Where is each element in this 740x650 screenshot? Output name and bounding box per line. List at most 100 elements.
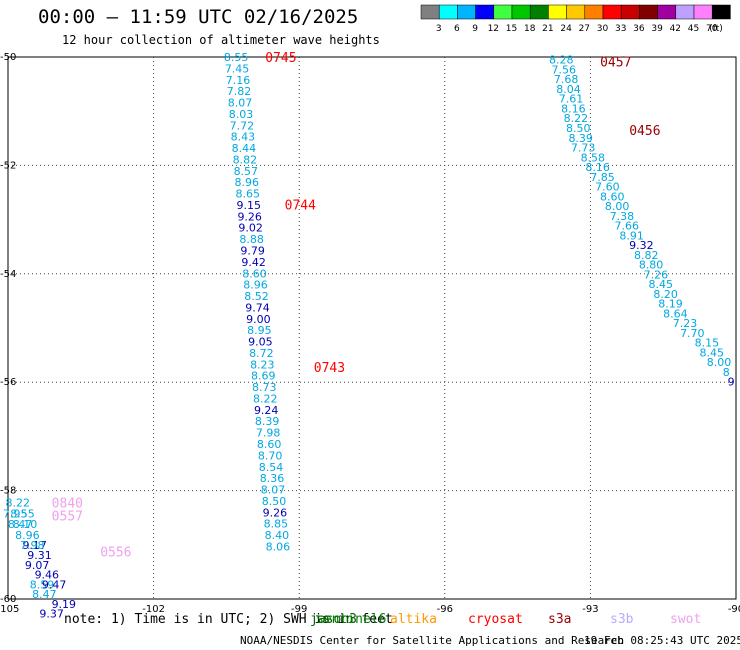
legend-tick-label: 33 (615, 24, 626, 34)
satellite-legend: jason3 sentinel6 altika cryosat s3a s3b … (0, 612, 740, 630)
wave-height-value: 9.24 (254, 404, 279, 417)
legend-tick-label: 27 (579, 24, 590, 34)
wave-height-value: 8.85 (264, 518, 289, 531)
wave-height-value: 7.98 (20, 539, 45, 552)
wave-height-value: 9.31 (27, 549, 52, 562)
color-legend: 3 6 9 12 15 18 21 24 27 30 33 36 39 42 45 70(ft) (420, 4, 731, 34)
wave-height-value: 8.00 (605, 200, 630, 213)
wave-height-value: 8.36 (260, 472, 285, 485)
wave-height-value: 8.22 (564, 112, 589, 125)
legend-tick-label: 12 (488, 24, 499, 34)
wave-height-value: 9.26 (237, 210, 262, 223)
legend-tick-label: 9 (472, 24, 478, 34)
wave-height-value: 7.82 (227, 85, 252, 98)
wave-height-value: 8.22 (5, 497, 30, 510)
wave-height-value: 8.04 (556, 83, 581, 96)
wave-height-value: 9.42 (241, 256, 266, 269)
pass-time-label: 0743 (314, 361, 345, 376)
wave-height-value: 8.19 (658, 298, 683, 311)
wave-height-value: 8.06 (266, 540, 291, 553)
wave-height-value: 9.15 (236, 199, 261, 212)
pass-time-label: 0556 (100, 545, 131, 560)
wave-height-value: 7.60 (595, 181, 620, 194)
wave-height-value: 9 (728, 376, 735, 389)
wave-height-value: 8.64 (663, 307, 688, 320)
legend-tick-label: 15 (506, 24, 517, 34)
wave-height-value: 8.03 (229, 108, 254, 121)
legend-tick-label: 45 (688, 24, 699, 34)
wave-height-value: 8.47 (32, 588, 57, 601)
wave-height-value: 8.07 (228, 97, 253, 110)
footnote: note: 1) Time is in UTC; 2) SWH is in fe… (64, 612, 393, 627)
pass-time-label: 0557 (52, 510, 83, 525)
wave-height-value: 8.57 (234, 165, 259, 178)
wave-height-value: 8.82 (634, 249, 659, 262)
legend-tick-label: 18 (524, 24, 536, 34)
track-s3a: 8.287.567.688.047.618.168.228.508.397.73… (549, 54, 735, 389)
legend-tick-label: 24 (560, 24, 572, 34)
pass-time-label: 0745 (265, 51, 296, 66)
wave-height-value: 7.72 (230, 119, 255, 132)
wave-height-value: 8.69 (251, 370, 276, 383)
y-tick-label: -58 (0, 486, 16, 497)
wave-height-value: 8.47 (8, 518, 33, 531)
generated-timestamp: 19 Feb 08:25:43 UTC 2025 (584, 634, 740, 647)
legend-tick-label: 21 (542, 24, 553, 34)
legend-tick-label: 70 (706, 24, 718, 34)
wave-height-value: 9.00 (246, 313, 271, 326)
x-tick-label: -90 (728, 604, 740, 615)
wave-height-value: 9.17 (22, 539, 47, 552)
legend-tick-label: 30 (597, 24, 609, 34)
credit-line: NOAA/NESDIS Center for Satellite Applica… (240, 634, 625, 647)
legend-tick-label: 36 (633, 24, 645, 34)
pass-time-label: 0840 (52, 497, 83, 512)
wave-height-value: 7.73 (571, 142, 596, 155)
x-tick-label: -93 (582, 604, 598, 615)
wave-height-value: 8.70 (258, 449, 283, 462)
y-tick-label: -52 (0, 160, 16, 171)
wave-height-value: 8.96 (235, 176, 260, 189)
wave-height-value: 8 (723, 366, 730, 379)
wave-height-value: 8.20 (653, 288, 678, 301)
wave-height-value: 8.96 (243, 279, 268, 292)
satellite-label-s3a: s3a (548, 612, 572, 627)
wave-height-value: 8.73 (252, 381, 277, 394)
wave-height-value: 8.60 (257, 438, 282, 451)
wave-height-value: 8.60 (600, 190, 625, 203)
wave-height-value: 8.88 (239, 233, 264, 246)
wave-height-value: 9.19 (52, 598, 77, 611)
wave-height-value: 8.65 (236, 188, 261, 201)
satellite-label-sentinel6: sentinel6 (316, 612, 387, 627)
wave-height-value: 7.85 (590, 171, 615, 184)
wave-height-value: 8.39 (255, 415, 280, 428)
pass-time-label: 0456 (629, 124, 660, 139)
wave-height-value: 8.45 (699, 346, 724, 359)
wave-height-value: 9.26 (263, 506, 288, 519)
wave-height-value: 8.82 (233, 153, 258, 166)
wave-height-value: 9.37 (39, 608, 64, 621)
x-tick-label: -96 (437, 604, 453, 615)
wave-height-value: 8.15 (695, 337, 720, 350)
wave-height-value: 9.02 (238, 222, 263, 235)
legend-unit: (ft) (709, 24, 723, 34)
legend-tick-label: 3 (436, 24, 442, 34)
wave-height-value: 7.98 (256, 427, 281, 440)
wave-height-value: 7.16 (226, 74, 251, 87)
wave-height-value: 8.39 (568, 132, 593, 145)
track-cryosat: 8.557.457.167.828.078.037.728.438.448.82… (224, 51, 345, 553)
wave-height-value: 7.61 (559, 93, 584, 106)
legend-tick-label: 42 (670, 24, 681, 34)
wave-height-value: 8.44 (232, 142, 257, 155)
wave-height-value: 8.54 (259, 461, 284, 474)
x-tick-label: -105 (0, 604, 19, 615)
wave-height-value: 8.58 (581, 151, 606, 164)
wave-height-value: 7.23 (673, 317, 698, 330)
legend-tick-label: 39 (651, 24, 663, 34)
satellite-label-s3b: s3b (610, 612, 634, 627)
satellite-label-jason3: jason3 (310, 612, 357, 627)
wave-height-value: 8.52 (244, 290, 269, 303)
wave-height-value: 8.16 (561, 102, 586, 115)
wave-height-value: 7.68 (554, 73, 579, 86)
wave-height-value: 7.95 (3, 507, 28, 520)
